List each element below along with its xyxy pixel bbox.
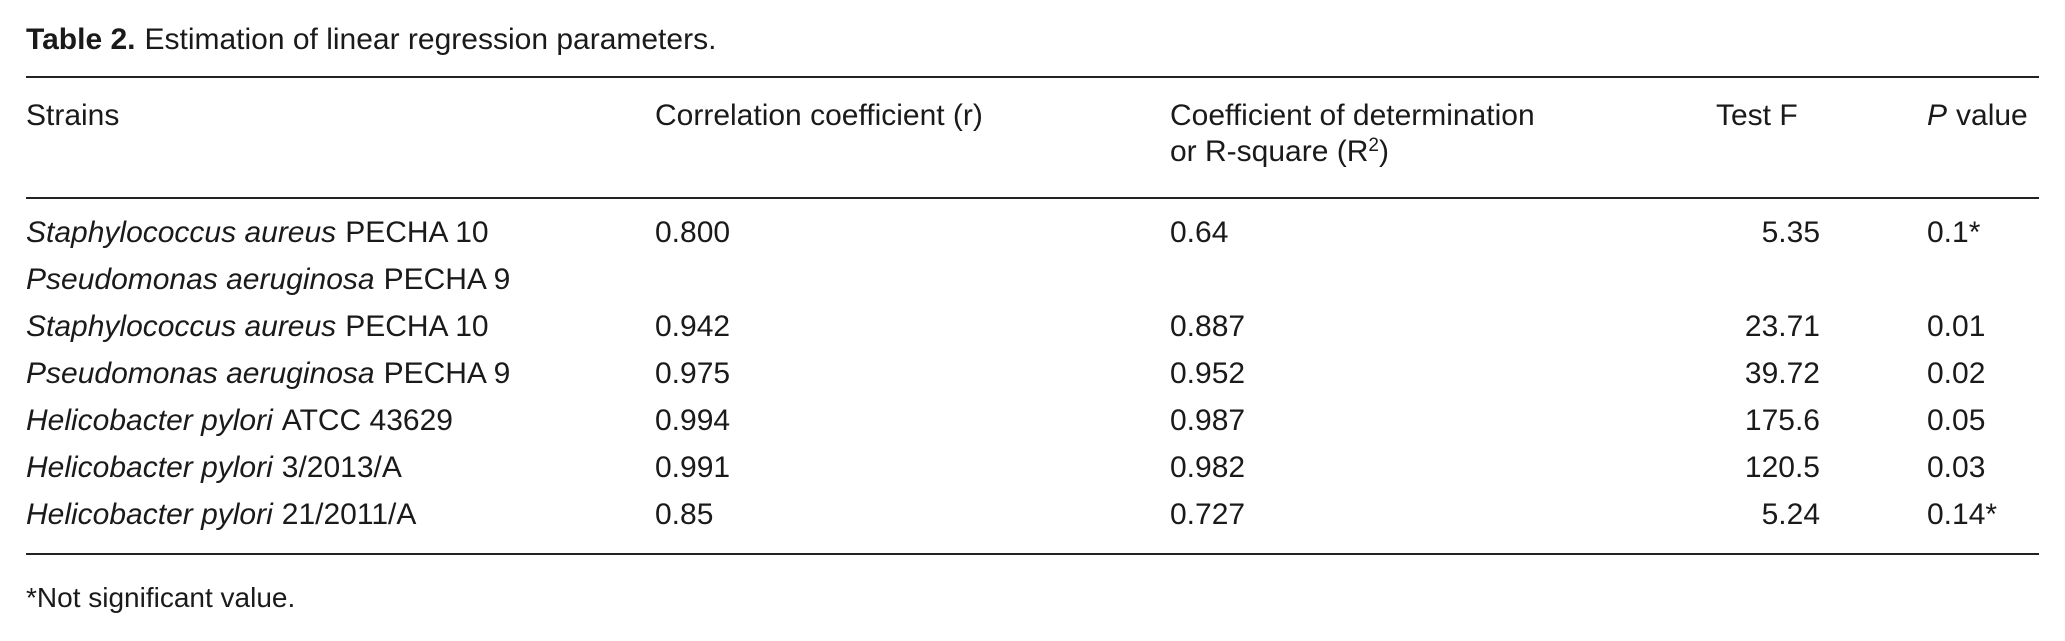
cell-r2: 0.887 xyxy=(1170,310,1246,343)
cell-r: 0.85 xyxy=(655,498,714,531)
species: Helicobacter pylori xyxy=(26,451,273,484)
cell-r: 0.800 xyxy=(655,216,731,249)
strain: Helicobacter pylori 21/2011/A xyxy=(26,497,416,533)
header-text: ) xyxy=(1378,135,1389,168)
header-text: P xyxy=(1927,99,1948,132)
strain: Pseudomonas aeruginosa PECHA 9 xyxy=(26,356,510,392)
cell-f: 5.35 xyxy=(1761,216,1820,249)
cell-r2: 0.987 xyxy=(1170,404,1246,437)
cell-p: 0.05 xyxy=(1927,404,1986,437)
footnote: *Not significant value. xyxy=(26,582,296,613)
cell-r: 0.994 xyxy=(655,404,731,437)
cell-p: 0.02 xyxy=(1927,357,1986,390)
strain-code: PECHA 9 xyxy=(383,263,511,296)
cell-p: 0.1* xyxy=(1927,216,1981,249)
header-cell: Test F xyxy=(1716,99,1798,132)
strain-code: ATCC 43629 xyxy=(281,404,453,437)
species: Helicobacter pylori xyxy=(26,498,273,531)
species: Pseudomonas aeruginosa xyxy=(26,357,375,390)
strain: Pseudomonas aeruginosa PECHA 9 xyxy=(26,262,510,298)
cell-r: 0.942 xyxy=(655,310,731,343)
superscript: 2 xyxy=(1368,135,1379,156)
header-line: Coefficient of determination xyxy=(1170,99,1535,132)
cell-r: 0.975 xyxy=(655,357,731,390)
caption-label: Table 2. xyxy=(26,23,136,56)
caption-text: Estimation of linear regression paramete… xyxy=(144,23,717,56)
cell-p: 0.03 xyxy=(1927,451,1986,484)
cell-f: 175.6 xyxy=(1744,404,1820,437)
strain-code: 3/2013/A xyxy=(281,451,402,484)
strain: Helicobacter pylori ATCC 43629 xyxy=(26,403,453,439)
caption: Table 2. Estimation of linear regression … xyxy=(26,22,716,58)
strain: Staphylococcus aureus PECHA 10 xyxy=(26,215,489,251)
cell-f: 23.71 xyxy=(1744,310,1820,343)
strain: Staphylococcus aureus PECHA 10 xyxy=(26,309,489,345)
cell-f: 5.24 xyxy=(1761,498,1820,531)
strain: Helicobacter pylori 3/2013/A xyxy=(26,450,402,486)
cell-r: 0.991 xyxy=(655,451,731,484)
cell-r2: 0.952 xyxy=(1170,357,1246,390)
cell-f: 39.72 xyxy=(1744,357,1820,390)
cell-p: 0.14* xyxy=(1927,498,1998,531)
strain-code: PECHA 9 xyxy=(383,357,511,390)
header-line: or R-square (R xyxy=(1170,135,1369,168)
header-text: value xyxy=(1956,99,2028,132)
strain-code: 21/2011/A xyxy=(281,498,417,531)
header-rule xyxy=(26,197,2039,199)
strain-code: PECHA 10 xyxy=(345,216,489,249)
cell-p: 0.01 xyxy=(1927,310,1986,343)
strain-code: PECHA 10 xyxy=(345,310,489,343)
cell-r2: 0.727 xyxy=(1170,498,1246,531)
bottom-rule xyxy=(26,553,2039,555)
species: Helicobacter pylori xyxy=(26,404,273,437)
header-cell: Coefficient of determination or R-square … xyxy=(1170,98,1535,170)
header-cell: Strains xyxy=(26,99,120,132)
header-cell: Correlation coefficient (r) xyxy=(655,99,983,132)
species: Pseudomonas aeruginosa xyxy=(26,263,375,296)
top-rule xyxy=(26,76,2039,78)
cell-r2: 0.982 xyxy=(1170,451,1246,484)
cell-f: 120.5 xyxy=(1744,451,1820,484)
species: Staphylococcus aureus xyxy=(26,216,337,249)
cell-r2: 0.64 xyxy=(1170,216,1229,249)
species: Staphylococcus aureus xyxy=(26,310,337,343)
